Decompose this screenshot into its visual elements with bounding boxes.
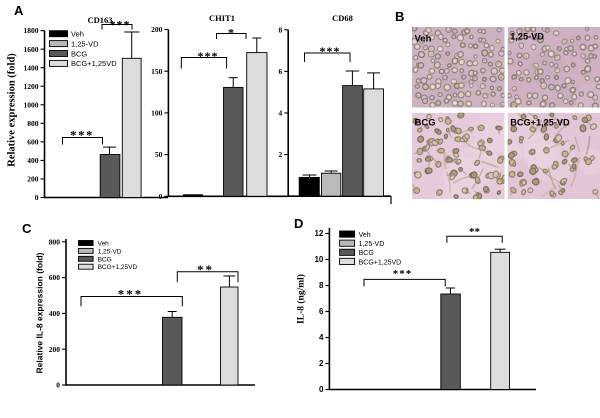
svg-text:1200: 1200 bbox=[24, 82, 39, 91]
svg-text:8: 8 bbox=[278, 25, 282, 34]
svg-text:150: 150 bbox=[151, 67, 163, 76]
svg-text:BCG: BCG bbox=[359, 250, 374, 257]
svg-text:C: C bbox=[22, 221, 32, 236]
svg-text:0: 0 bbox=[159, 192, 163, 201]
svg-text:BCG: BCG bbox=[71, 49, 87, 58]
svg-text:2: 2 bbox=[319, 359, 324, 368]
svg-text:600: 600 bbox=[27, 137, 39, 146]
svg-text:*: * bbox=[228, 26, 234, 40]
svg-text:800: 800 bbox=[27, 119, 39, 128]
svg-text:6: 6 bbox=[278, 67, 282, 76]
svg-text:6: 6 bbox=[319, 307, 324, 316]
svg-text:***: *** bbox=[70, 128, 94, 143]
svg-text:1000: 1000 bbox=[24, 100, 39, 109]
svg-text:A: A bbox=[14, 3, 24, 18]
svg-text:CHIT1: CHIT1 bbox=[209, 13, 235, 23]
svg-text:BCG+1,25VD: BCG+1,25VD bbox=[71, 59, 117, 68]
svg-text:Relative IL-8 expression (fold: Relative IL-8 expression (fold) bbox=[35, 252, 45, 373]
svg-text:***: *** bbox=[320, 44, 341, 58]
svg-text:10: 10 bbox=[314, 255, 323, 264]
svg-text:IL-8 (ng/ml): IL-8 (ng/ml) bbox=[296, 274, 307, 324]
svg-text:1400: 1400 bbox=[24, 63, 39, 72]
svg-text:200: 200 bbox=[49, 345, 61, 354]
svg-text:4: 4 bbox=[319, 333, 324, 342]
svg-text:600: 600 bbox=[49, 273, 61, 282]
svg-text:BCG: BCG bbox=[98, 256, 112, 263]
svg-text:800: 800 bbox=[49, 237, 61, 246]
svg-text:12: 12 bbox=[314, 229, 323, 238]
svg-text:Relative expression (fold): Relative expression (fold) bbox=[7, 53, 18, 167]
svg-text:B: B bbox=[395, 9, 404, 24]
svg-text:1600: 1600 bbox=[24, 45, 39, 54]
svg-text:**: ** bbox=[197, 262, 214, 277]
svg-text:1,25-VD: 1,25-VD bbox=[98, 248, 122, 255]
svg-text:200: 200 bbox=[151, 25, 163, 34]
svg-text:0: 0 bbox=[35, 193, 39, 202]
svg-text:Veh: Veh bbox=[98, 241, 110, 248]
svg-text:200: 200 bbox=[27, 175, 39, 184]
svg-text:100: 100 bbox=[151, 109, 163, 118]
svg-text:BCG+1,25-VD: BCG+1,25-VD bbox=[510, 117, 570, 127]
svg-text:400: 400 bbox=[49, 309, 61, 318]
svg-text:0: 0 bbox=[56, 381, 60, 390]
svg-text:1800: 1800 bbox=[24, 26, 39, 35]
svg-text:1,25-VD: 1,25-VD bbox=[510, 32, 544, 42]
svg-text:BCG+1,25VD: BCG+1,25VD bbox=[98, 264, 138, 271]
svg-text:0: 0 bbox=[319, 385, 324, 394]
svg-text:***: *** bbox=[198, 49, 219, 63]
svg-text:50: 50 bbox=[155, 150, 163, 159]
svg-text:2: 2 bbox=[278, 150, 282, 159]
svg-text:CD68: CD68 bbox=[332, 13, 353, 23]
svg-text:1,25-VD: 1,25-VD bbox=[359, 241, 385, 248]
svg-text:4: 4 bbox=[278, 109, 282, 118]
svg-text:**: ** bbox=[469, 226, 481, 238]
svg-text:BCG: BCG bbox=[415, 117, 436, 128]
svg-text:***: *** bbox=[118, 287, 144, 302]
svg-text:D: D bbox=[294, 216, 303, 231]
svg-text:Veh: Veh bbox=[71, 30, 84, 39]
svg-text:Veh: Veh bbox=[359, 232, 371, 239]
svg-text:BCG+1,25VD: BCG+1,25VD bbox=[359, 259, 402, 266]
svg-text:8: 8 bbox=[319, 281, 324, 290]
svg-text:400: 400 bbox=[27, 156, 39, 165]
svg-text:1,25-VD: 1,25-VD bbox=[71, 39, 99, 48]
svg-text:***: *** bbox=[393, 268, 413, 280]
svg-text:***: *** bbox=[110, 18, 131, 32]
svg-text:Veh: Veh bbox=[415, 34, 432, 45]
